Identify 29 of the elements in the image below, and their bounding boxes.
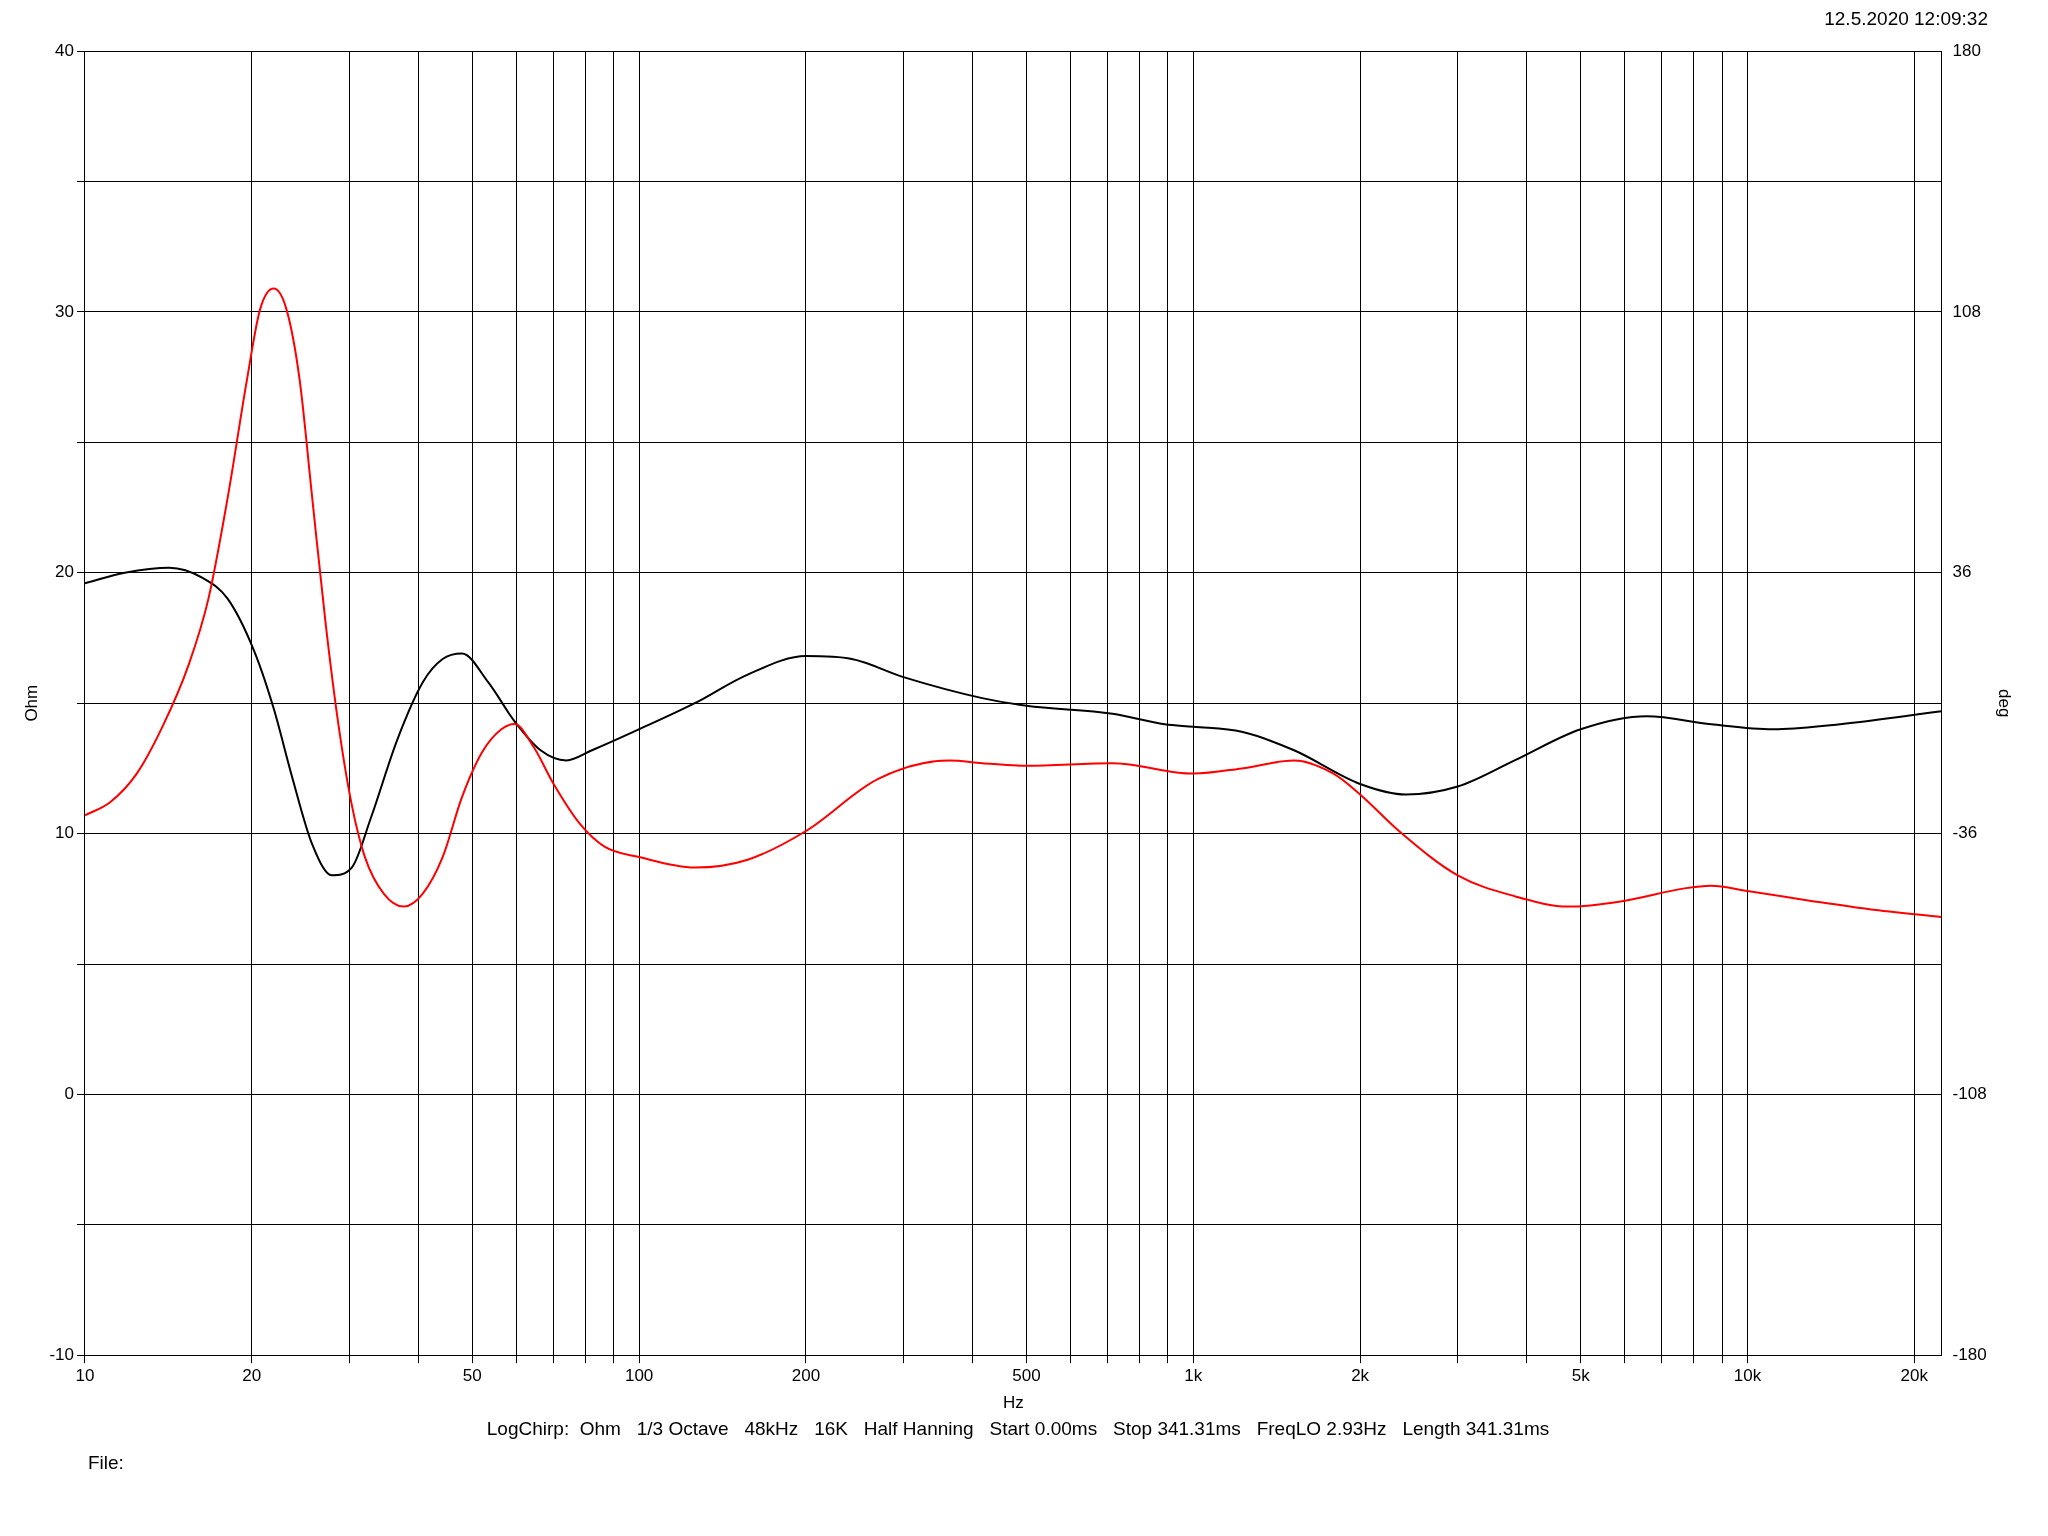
y-tick-label: 0 xyxy=(64,1084,74,1104)
x-tick-label: 5k xyxy=(1571,1366,1591,1386)
x-tick-label: 100 xyxy=(624,1366,654,1386)
x-tick-label: 500 xyxy=(1012,1366,1041,1386)
x-tick-label: 10 xyxy=(75,1366,95,1386)
x-tick-label: 20k xyxy=(1900,1366,1929,1386)
x-tick-label: 2k xyxy=(1351,1366,1370,1386)
y2-tick-label: -36 xyxy=(1952,823,1978,843)
x-axis-title: Hz xyxy=(1002,1393,1024,1413)
x-tick-label: 1k xyxy=(1184,1366,1203,1386)
y2-tick-label: 36 xyxy=(1952,562,1972,582)
text: LogChirp: Ohm 1/3 Octave 48kHz 16K Half Hanning Start 0.00ms Stop 341.31ms FreqLO 2.93Hz Length 341.31ms xyxy=(486,1418,1550,1439)
y-tick-label: 20 xyxy=(55,562,74,582)
y-tick-label: 10 xyxy=(55,823,74,843)
y2-tick-label: 180 xyxy=(1952,40,1981,60)
y-tick-label: -10 xyxy=(49,1344,74,1364)
y-axis-title: Ohm xyxy=(21,684,41,722)
x-tick-label: 50 xyxy=(462,1366,482,1386)
y2-tick-label: -180 xyxy=(1952,1344,1987,1364)
y2-tick-label: -108 xyxy=(1952,1084,1987,1104)
x-tick-label: 200 xyxy=(791,1366,821,1386)
y-tick-label: 40 xyxy=(55,40,74,60)
y2-axis-title: deg xyxy=(1995,689,2015,718)
text: File: xyxy=(88,1452,124,1473)
y-tick-label: 30 xyxy=(55,301,74,321)
y2-tick-label: 108 xyxy=(1952,301,1981,321)
x-tick-label: 10k xyxy=(1733,1366,1762,1386)
text: 12.5.2020 12:09:32 xyxy=(1824,8,1988,31)
x-tick-label: 20 xyxy=(242,1366,262,1386)
